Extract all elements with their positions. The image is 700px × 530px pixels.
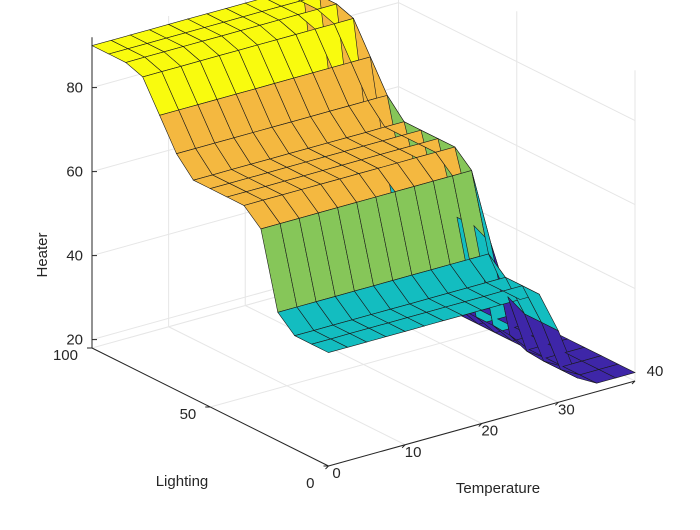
y-tick-label: 0 (306, 475, 314, 492)
surface-patch (598, 363, 636, 379)
x-tick-label: 20 (481, 423, 498, 440)
surface-layer (91, 0, 636, 384)
grid-line (398, 86, 636, 206)
x-axis-label: Temperature (456, 480, 540, 497)
x-tick-mark (478, 423, 483, 427)
x-tick-label: 40 (647, 363, 664, 380)
z-tick-label: 60 (66, 164, 83, 181)
z-axis-label: Heater (34, 232, 51, 277)
x-tick-mark (555, 401, 559, 406)
x-tick-label: 0 (332, 465, 340, 482)
z-tick-label: 80 (66, 80, 83, 97)
x-tick-label: 30 (558, 401, 575, 418)
grid-line (210, 321, 517, 408)
z-tick-label: 20 (66, 332, 83, 349)
y-tick-label: 50 (180, 406, 197, 423)
z-tick-label: 40 (66, 248, 83, 265)
x-tick-label: 10 (405, 444, 422, 461)
y-axis-label: Lighting (156, 473, 209, 490)
x-tick-mark (401, 444, 406, 449)
y-tick-label: 100 (53, 347, 78, 364)
x-tick-mark (631, 380, 636, 385)
grid-line (398, 2, 636, 122)
